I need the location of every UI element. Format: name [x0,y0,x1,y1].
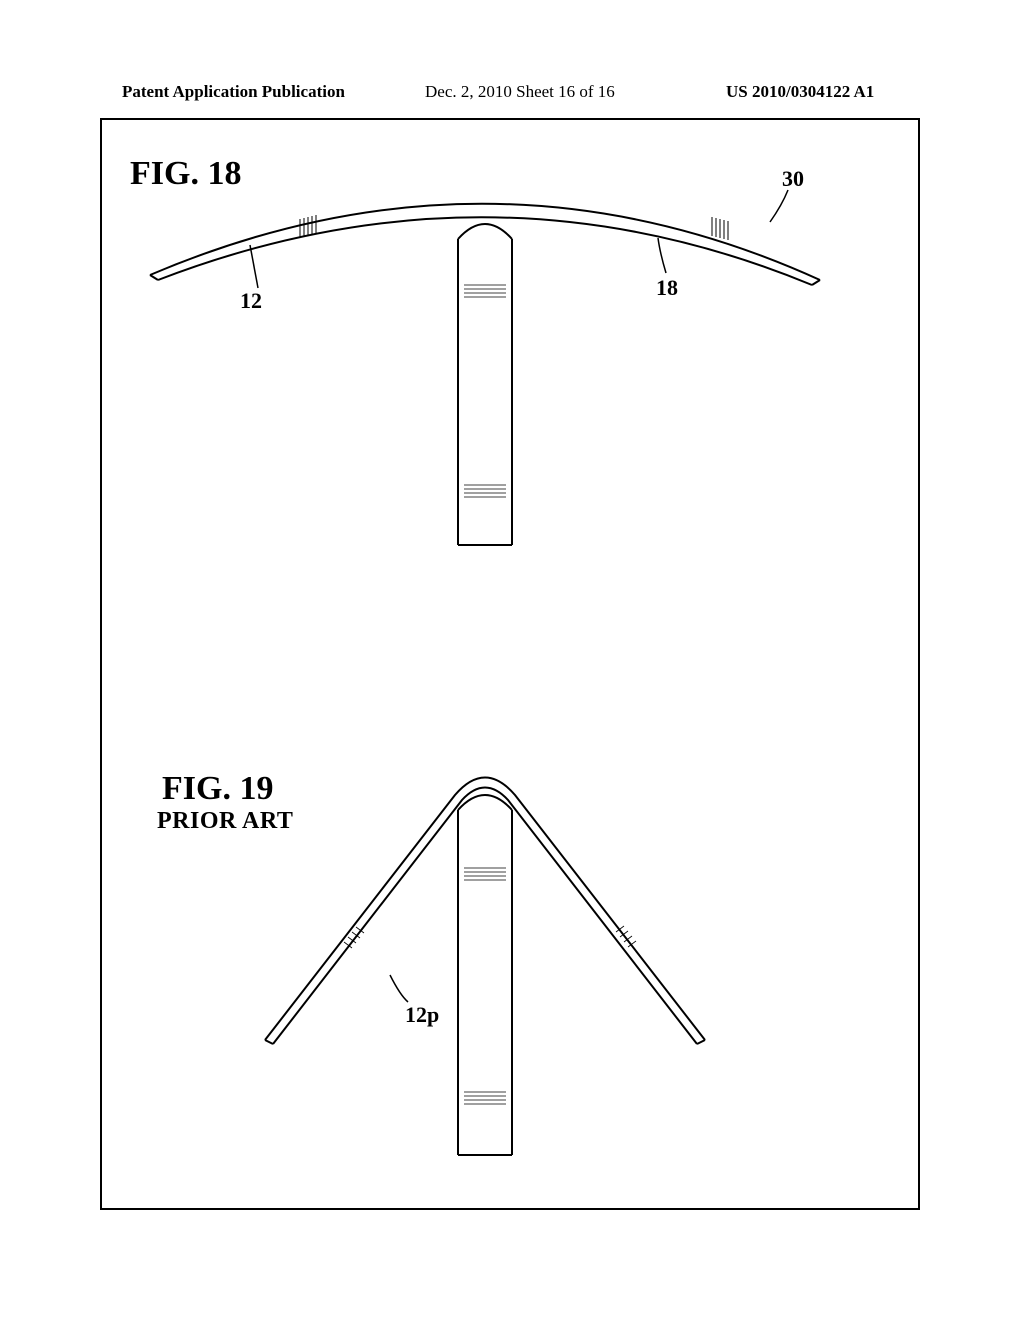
fig19-cap-right [697,1040,705,1044]
callout-12p: 12p [405,1002,439,1028]
fig19-bent-outer [265,778,705,1041]
fig19-bent-inner [273,788,697,1045]
figure-19-drawing [0,0,1024,1320]
fig19-post-hatch-lower [464,1092,506,1104]
fig19-cap-left [265,1040,273,1044]
fig19-post-hatch-upper [464,868,506,880]
page: Patent Application Publication Dec. 2, 2… [0,0,1024,1320]
fig19-leader-12p [390,975,408,1002]
